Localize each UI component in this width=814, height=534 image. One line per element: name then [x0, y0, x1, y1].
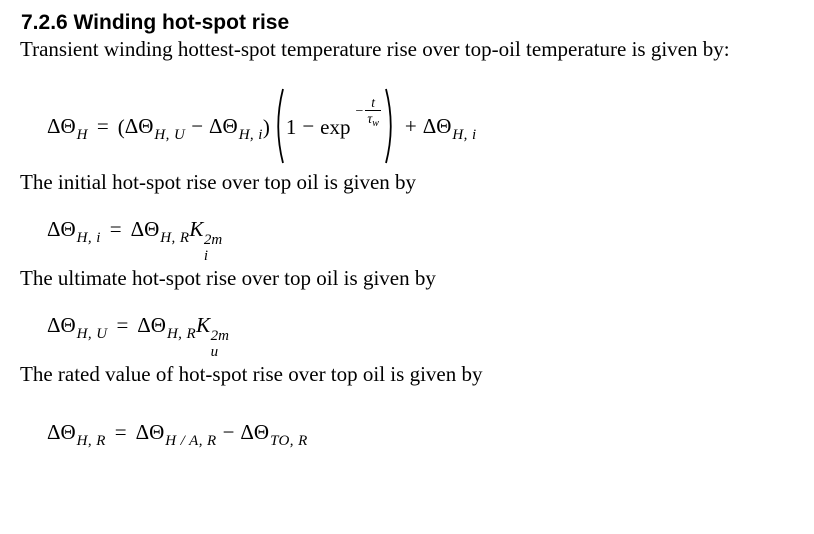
math-symbol: ΔΘ: [422, 114, 452, 139]
math-symbol: ΔΘ: [47, 313, 76, 338]
math-script-stack: 2m i: [203, 231, 223, 264]
math-superscript: 2m: [210, 328, 229, 345]
equation-rated-hotspot-rise: ΔΘH, R = ΔΘH / A, R − ΔΘTO, R: [20, 420, 804, 450]
math-numerator: t: [371, 94, 376, 110]
math-symbol: K: [189, 216, 204, 241]
math-relation: =: [116, 313, 129, 338]
equation-transient-hotspot-rise: ΔΘH = (ΔΘH, U − ΔΘH, i) 1− exp − t τw + ΔΘH, i: [20, 87, 804, 168]
paragraph-ultimate-intro: The ultimate hot-spot rise over top oil …: [20, 265, 436, 290]
math-relation: =: [114, 419, 127, 444]
math-fraction: t τw: [365, 96, 381, 130]
math-operator: −: [222, 419, 235, 444]
math-subscript: u: [210, 344, 219, 361]
math-subscript: H, U: [154, 127, 186, 144]
equation-initial-hotspot-rise: ΔΘH, i = ΔΘH, RK 2m i: [20, 217, 804, 264]
math-symbol: K: [196, 313, 211, 338]
math-text: ): [262, 114, 270, 139]
math-minus-sign: −: [355, 104, 364, 120]
equation-ultimate-hotspot-rise: ΔΘH, U = ΔΘH, RK 2m u: [20, 313, 804, 360]
math-symbol-with-sub-sup: K 2m i: [189, 216, 222, 264]
math-function-name: exp: [320, 114, 351, 139]
math-operator: +: [404, 114, 417, 139]
math-subscript: i: [203, 247, 209, 264]
math-symbol: ΔΘ: [135, 419, 165, 444]
math-symbol-with-sub-sup: K 2m u: [196, 313, 229, 360]
math-subscript: H, U: [76, 326, 108, 343]
math-symbol: ΔΘ: [240, 419, 270, 444]
math-symbol: ΔΘ: [47, 114, 76, 139]
math-denominator: τw: [367, 111, 379, 130]
math-symbol-with-subscript: ΔΘH, U: [47, 313, 107, 342]
math-superscript: 2m: [203, 231, 223, 248]
math-subscript: H, R: [166, 326, 197, 343]
paragraph-transient-intro: Transient winding hottest-spot temperatu…: [20, 37, 730, 62]
math-text: 1: [285, 114, 297, 139]
math-symbol-with-subscript: ΔΘH, i: [47, 216, 101, 246]
math-symbol: ΔΘ: [130, 216, 160, 241]
math-text: (: [117, 114, 125, 139]
math-relation: =: [109, 216, 122, 241]
document-page: 7.2.6 Winding hot-spot rise Transient wi…: [20, 11, 804, 450]
math-exponent-fraction: − t τw: [355, 96, 381, 130]
math-subscript: H, R: [160, 229, 190, 246]
section-heading: 7.2.6 Winding hot-spot rise: [21, 11, 290, 34]
math-subscript: TO, R: [270, 432, 308, 449]
math-subscript: H, i: [238, 127, 263, 144]
math-subscript: H, i: [76, 229, 101, 246]
math-symbol-with-subscript: ΔΘTO, R: [240, 419, 307, 449]
math-symbol-with-subscript: ΔΘH, R: [47, 419, 106, 449]
math-symbol-with-subscript: ΔΘH: [47, 114, 88, 143]
math-symbol-with-subscript: ΔΘH, i: [209, 114, 263, 143]
math-symbol: ΔΘ: [47, 419, 76, 444]
math-symbol: ΔΘ: [209, 114, 238, 139]
math-symbol: ΔΘ: [124, 114, 154, 139]
big-open-paren: [271, 87, 285, 165]
math-symbol-with-subscript: ΔΘH / A, R: [135, 419, 217, 449]
math-symbol: ΔΘ: [137, 313, 166, 338]
math-symbol-with-subscript: ΔΘH, R: [130, 216, 190, 246]
math-subscript: H / A, R: [165, 432, 217, 449]
math-symbol-with-subscript: ΔΘH, U: [124, 114, 185, 143]
math-symbol: ΔΘ: [47, 216, 76, 241]
math-subscript: H: [76, 127, 88, 144]
math-operator: −: [191, 114, 204, 139]
paragraph-initial-intro: The initial hot-spot rise over top oil i…: [20, 169, 417, 194]
math-subscript: H, R: [76, 432, 106, 449]
math-symbol-with-subscript: ΔΘH, i: [422, 114, 477, 143]
math-script-stack: 2m u: [211, 329, 229, 360]
paragraph-rated-intro: The rated value of hot-spot rise over to…: [20, 362, 483, 387]
math-relation: =: [96, 114, 109, 139]
big-close-paren: [384, 87, 398, 165]
math-subscript: H, i: [452, 127, 477, 144]
math-operator: −: [302, 114, 315, 139]
math-denominator-subscript: w: [372, 118, 379, 130]
math-fraction-bar: [365, 110, 381, 112]
math-symbol-with-subscript: ΔΘH, R: [137, 313, 196, 342]
